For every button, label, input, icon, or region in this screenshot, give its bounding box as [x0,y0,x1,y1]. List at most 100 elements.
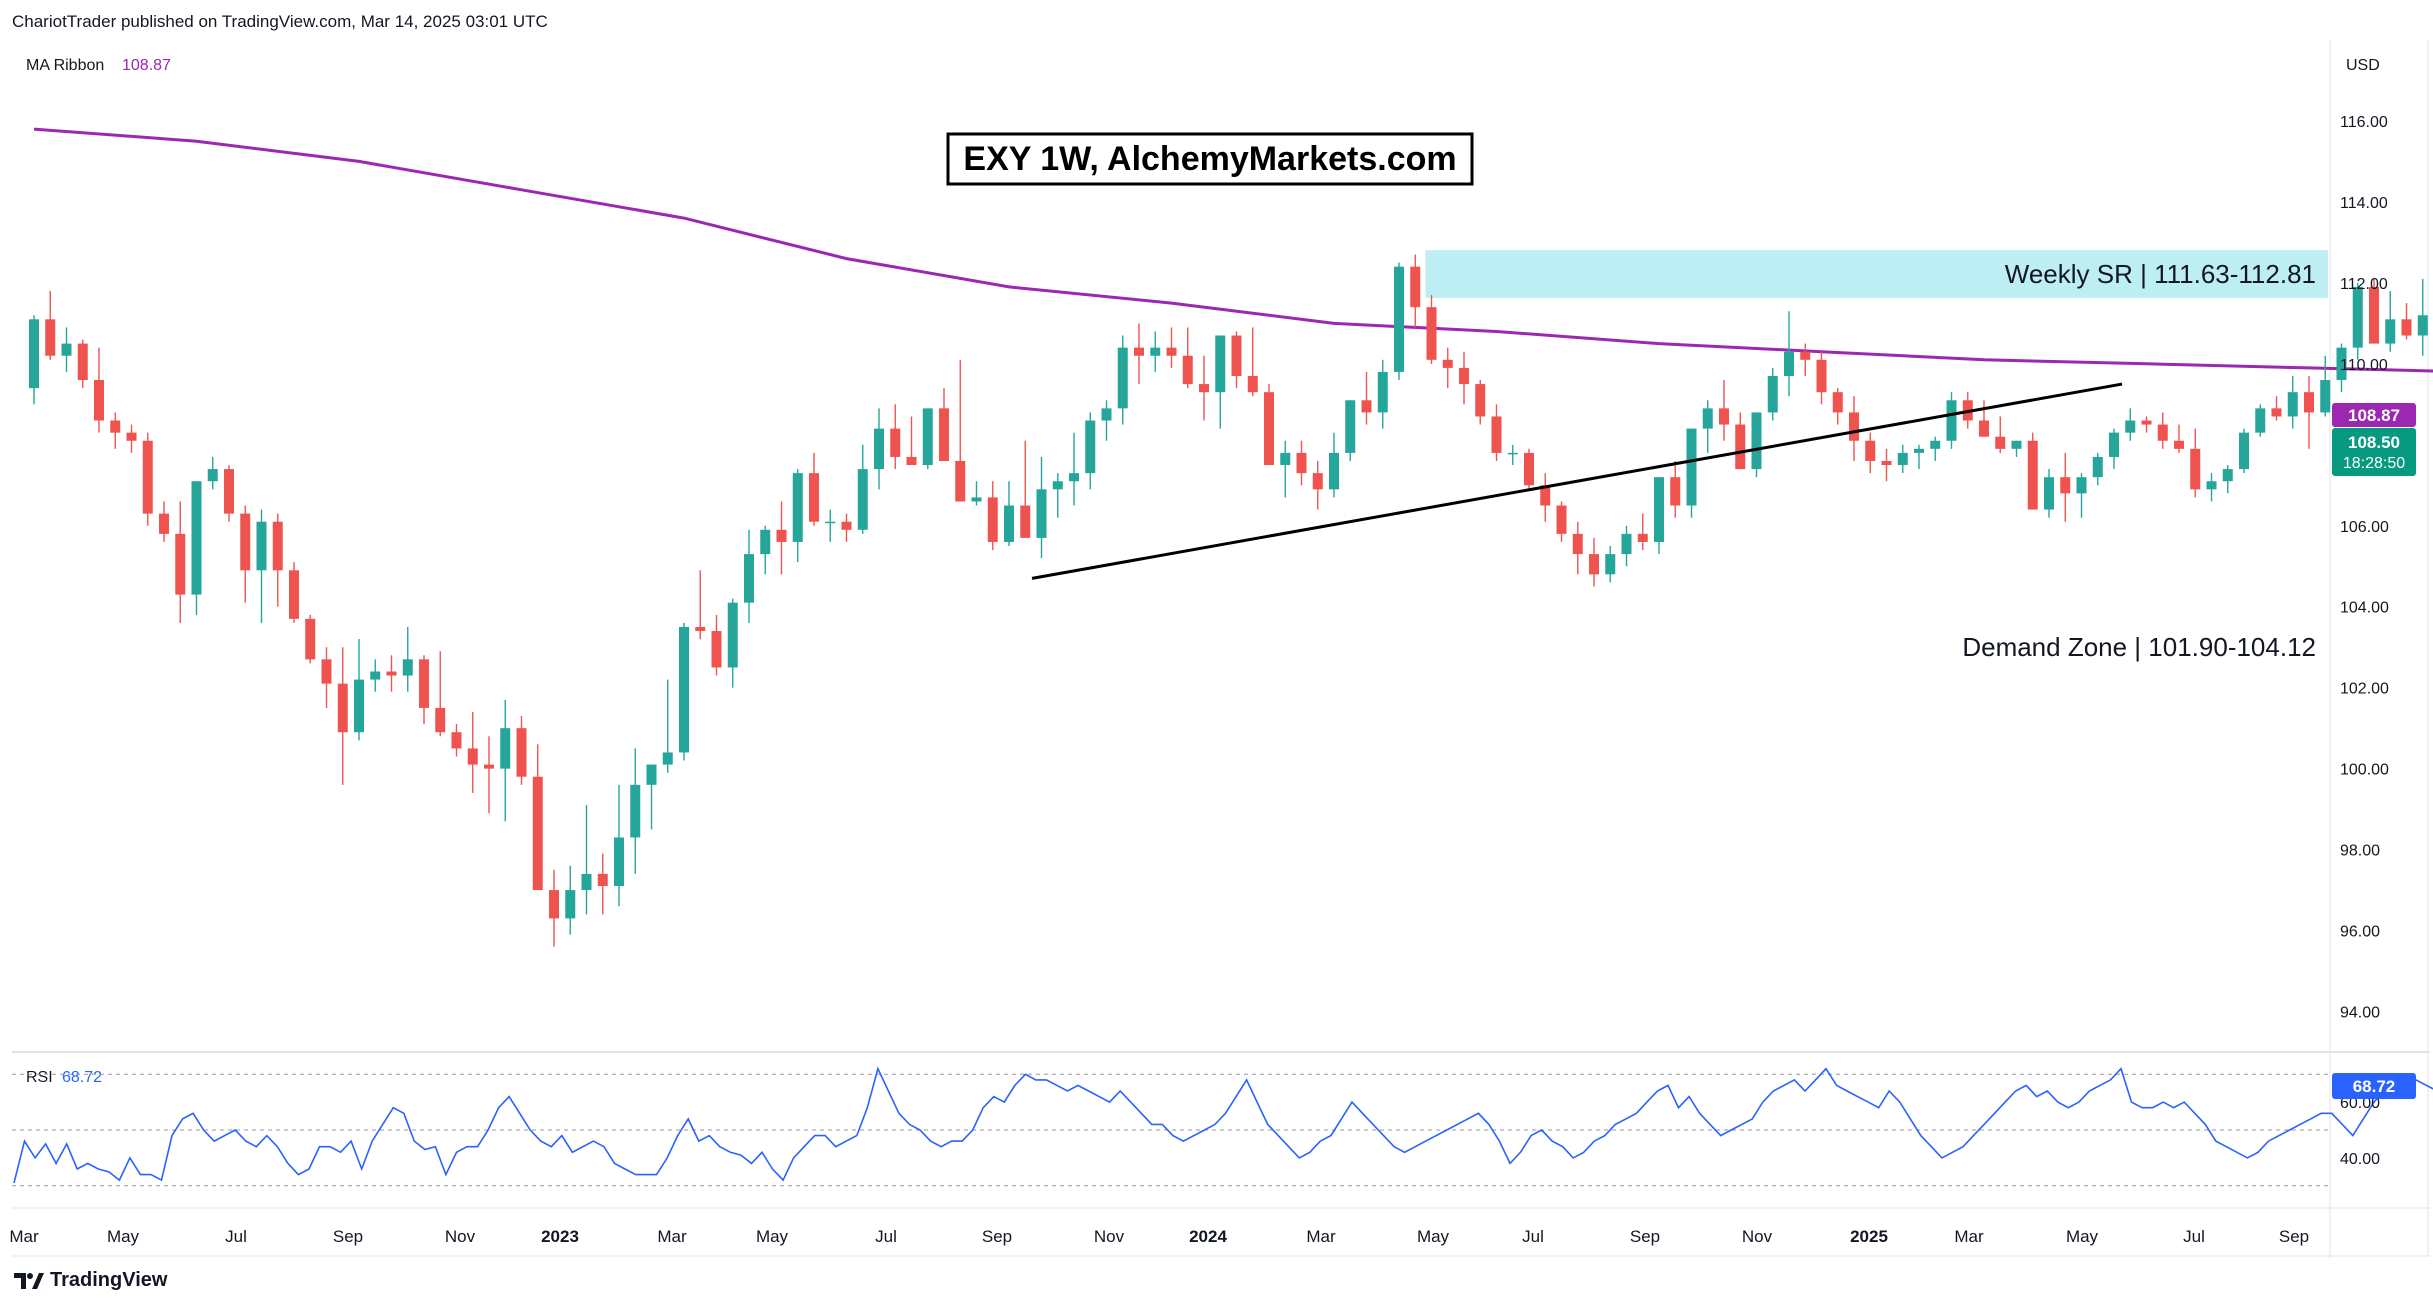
candle-7 [142,432,153,526]
candle-30 [516,716,527,785]
candle-body [1459,367,1469,385]
candle-103 [1702,400,1713,453]
candle-140 [2304,375,2314,449]
candle-body [256,521,267,571]
candle-136 [2239,428,2249,474]
candle-body [2222,469,2233,482]
time-tick-label: May [2066,1227,2099,1246]
candle-body [760,529,771,555]
candle-22 [386,655,397,692]
candle-118 [1946,392,1957,449]
candle-25 [435,651,446,737]
candle-body [77,343,88,381]
candle-109 [1800,343,1811,376]
price-tick-label: 114.00 [2340,195,2388,212]
candle-110 [1816,351,1827,405]
candle-114 [1881,448,1892,482]
candle-106 [1751,412,1762,478]
time-tick-label: Jul [875,1227,897,1246]
candle-body [1621,533,1632,555]
candle-body [679,626,689,753]
candle-123 [2027,432,2038,510]
candle-64 [1069,432,1079,506]
price-axis[interactable]: 116.00114.00112.00110.00108.00106.00104.… [2340,114,2389,1022]
tradingview-logo-icon [14,1271,44,1291]
candle-body [939,408,949,461]
rsi-tick-label: 60.00 [2340,1095,2380,1112]
time-tick-label: 2025 [1850,1227,1888,1246]
candle-3 [77,339,88,389]
candle-16 [289,562,299,623]
time-tick-label: Nov [1094,1227,1125,1246]
candle-97 [1605,546,1616,583]
candle-71 [1182,327,1193,389]
price-tick-label: 110.00 [2340,357,2388,374]
candle-23 [402,626,413,692]
candle-body [1914,448,1924,453]
candle-0 [29,315,39,405]
candle-body [1264,392,1274,466]
candle-body [1312,473,1323,490]
candle-57 [955,359,966,502]
candle-101 [1670,460,1681,518]
time-axis[interactable]: Mar May Jul Sep Nov 2023 Mar May Jul Sep Nov 2024 Ma… [9,1227,2309,1246]
last-price-text: 108.50 [2348,433,2400,452]
candle-27 [467,711,478,793]
candle-body [2174,440,2184,449]
candle-body [1735,424,1746,470]
time-tick-label: Sep [2279,1227,2309,1246]
candle-147 [2417,278,2428,356]
candle-body [711,631,722,668]
candle-134 [2206,473,2217,502]
candle-body [370,671,381,680]
candle-127 [2092,452,2103,486]
candle-body [2027,440,2038,510]
candle-40 [679,622,689,761]
candle-body [2401,319,2412,336]
candle-120 [1979,400,1989,437]
candle-body [1280,452,1291,466]
candle-111 [1832,388,1843,425]
candle-body [1442,359,1453,368]
candle-4 [94,347,104,433]
candle-body [516,728,527,777]
candle-body [419,659,429,708]
last-price-badge [2332,428,2416,476]
candle-body [727,602,738,668]
candle-99 [1637,513,1648,551]
currency-label: USD [2346,57,2380,74]
tradingview-brand[interactable]: TradingView [14,1269,167,1292]
candle-70 [1166,327,1177,368]
candle-body [240,513,251,571]
candle-body [1377,371,1388,413]
candle-41 [695,570,706,640]
candle-21 [370,659,381,692]
candle-66 [1101,400,1112,441]
candle-77 [1280,440,1291,498]
candle-115 [1897,444,1908,474]
candle-body [2060,477,2071,494]
trendline[interactable] [1031,382,2123,580]
candle-body [1296,452,1307,474]
candle-144 [2369,278,2379,344]
candle-76 [1264,384,1274,466]
candle-26 [451,724,462,757]
candle-11 [207,456,218,490]
price-tick-label: 112.00 [2340,276,2388,293]
candle-body [29,319,39,389]
candle-body [532,776,543,891]
candle-61 [1020,440,1031,538]
candle-body [402,659,413,676]
candle-body [1654,477,1664,542]
candle-body [792,473,803,542]
rsi-label: RSI [26,1069,53,1086]
candle-28 [484,736,494,814]
candle-body [305,618,316,660]
candle-body [175,533,186,595]
candle-49 [825,509,836,542]
time-tick-label: 2023 [541,1227,579,1246]
candle-body [922,408,933,466]
time-tick-label: Jul [1522,1227,1544,1246]
candle-88 [1459,351,1469,405]
